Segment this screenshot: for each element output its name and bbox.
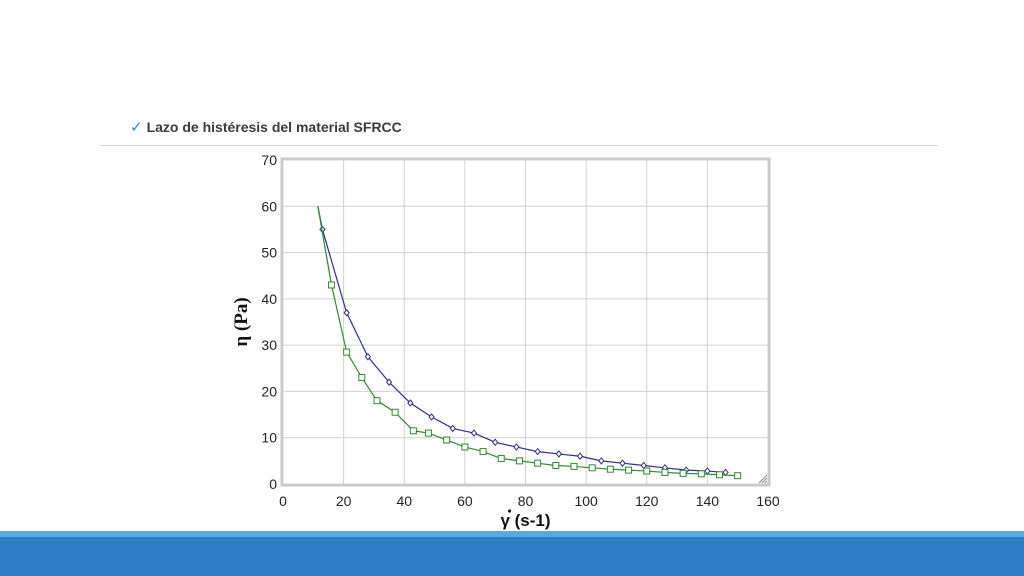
data-point-square	[734, 472, 742, 480]
data-point-diamond	[428, 413, 435, 421]
data-point-square	[425, 429, 432, 437]
data-point-square	[358, 374, 366, 382]
x-tick-label: 40	[396, 493, 412, 509]
y-tick-label: 70	[261, 152, 277, 168]
data-point-square	[461, 443, 469, 451]
data-point-diamond	[364, 352, 372, 361]
hysteresis-chart: 0 20 40 60 80 100 120 140 160 0 10 20 30 40 50 60 70 η (P…	[230, 150, 790, 530]
chart-svg: 0 20 40 60 80 100 120 140 160 0 10 20 30 40 50 60 70 η (P…	[231, 152, 780, 530]
data-point-square	[552, 461, 560, 469]
data-point-square	[679, 469, 687, 477]
y-tick-label: 50	[261, 245, 277, 261]
x-axis-label: γ (s-1)	[500, 511, 550, 530]
x-tick-label: 140	[696, 493, 720, 509]
slide-header: ✓ Lazo de histéresis del material SFRCC	[130, 118, 402, 136]
y-tick-label: 40	[261, 291, 277, 307]
y-tick-label: 20	[261, 383, 277, 399]
y-tick-label: 60	[261, 198, 277, 214]
data-point-diamond	[555, 450, 562, 458]
data-point-square	[625, 466, 633, 474]
data-point-square	[661, 468, 669, 476]
resize-grip-line	[758, 474, 768, 484]
data-point-diamond	[492, 438, 499, 447]
data-point-diamond	[534, 447, 541, 456]
data-point-diamond	[343, 308, 350, 317]
y-tick-label: 0	[269, 476, 277, 492]
title-divider	[100, 145, 938, 146]
x-tick-label: 160	[756, 493, 780, 509]
data-point-diamond	[449, 424, 456, 433]
footer-bar	[0, 537, 1024, 576]
data-point-square	[391, 408, 399, 416]
data-point-diamond	[513, 443, 520, 451]
resize-grip-line	[764, 480, 768, 484]
data-point-square	[534, 459, 542, 467]
data-point-square	[588, 464, 596, 472]
data-point-square	[343, 348, 351, 356]
x-tick-label: 80	[518, 493, 534, 509]
data-point-square	[479, 448, 487, 456]
data-point-square	[716, 471, 723, 479]
footer-accent-line	[0, 531, 1024, 537]
data-point-square	[328, 281, 335, 289]
resize-grip-line	[761, 477, 768, 484]
x-tick-label: 60	[457, 493, 473, 509]
data-point-square	[643, 467, 651, 475]
data-point-square	[570, 462, 578, 470]
data-point-square	[697, 470, 705, 478]
data-point-diamond	[598, 457, 605, 465]
data-point-square	[606, 465, 614, 473]
data-point-diamond	[407, 399, 414, 407]
x-tick-label: 120	[635, 493, 659, 509]
x-tick-label: 20	[336, 493, 352, 509]
y-tick-label: 30	[261, 337, 277, 353]
data-point-square	[515, 457, 523, 465]
data-point-square	[409, 427, 417, 435]
x-tick-label: 100	[574, 493, 598, 509]
checkmark-icon: ✓	[130, 118, 143, 136]
slide-title: Lazo de histéresis del material SFRCC	[146, 119, 402, 135]
x-tick-label: 0	[279, 493, 287, 509]
y-tick-label: 10	[261, 430, 277, 446]
data-point-square	[443, 436, 451, 444]
data-point-diamond	[576, 452, 584, 461]
y-axis-label: η (Pa)	[231, 297, 252, 346]
data-point-diamond	[470, 429, 478, 437]
data-point-diamond	[619, 459, 626, 467]
data-point-diamond	[385, 378, 393, 386]
gamma-dot	[507, 509, 512, 513]
data-point-square	[373, 397, 381, 405]
data-point-square	[497, 455, 505, 463]
